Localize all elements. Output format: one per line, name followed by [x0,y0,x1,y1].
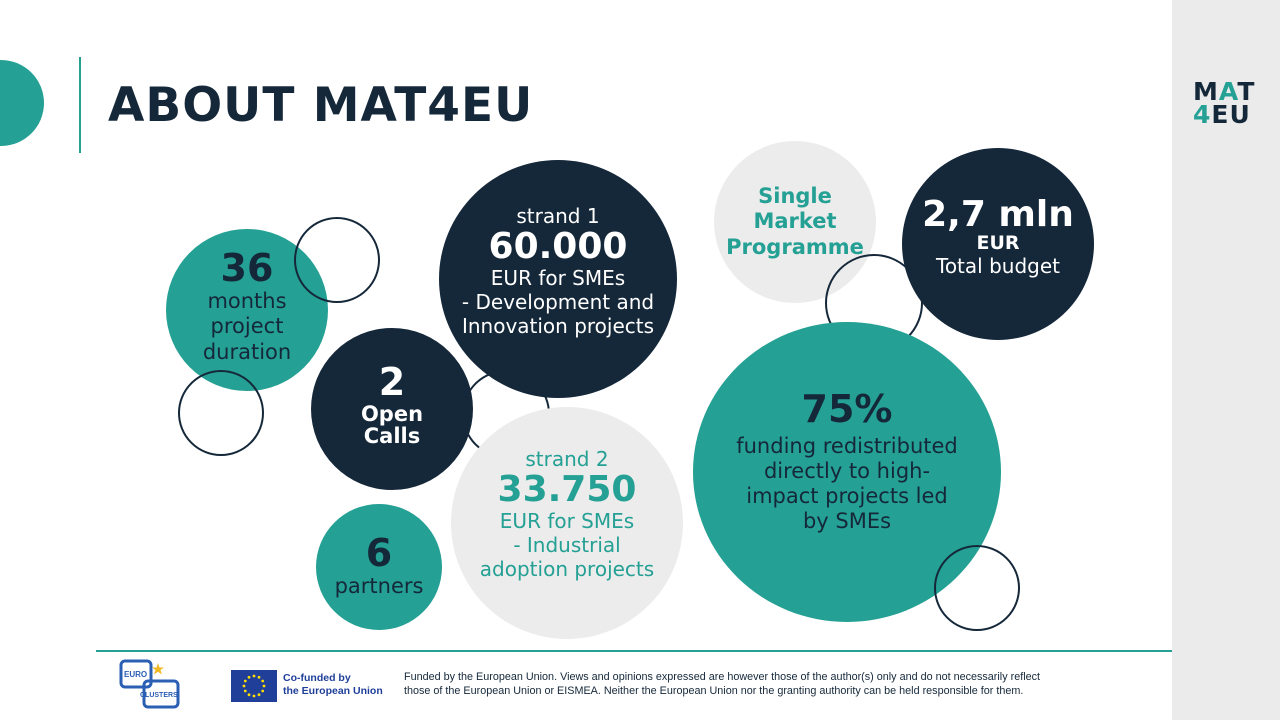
budget-label: Total budget [936,253,1060,278]
programme-line1: Single [758,184,832,209]
footer-divider [96,650,1172,652]
funding-line1: funding redistributed [736,433,958,458]
months-line2: project [210,314,284,339]
programme-line3: Programme [726,234,864,259]
decorative-ring [178,370,264,456]
open-calls-circle: 2 Open Calls [311,328,473,490]
budget-currency: EUR [976,231,1020,254]
months-line1: months [207,289,287,314]
euro-clusters-logo: EURO CLUSTERS [119,659,180,709]
partners-label: partners [334,574,424,599]
funding-line2: directly to high- [763,458,931,483]
strand2-amount: 33.750 [497,469,637,511]
strand1-line1: EUR for SMEs [490,265,626,290]
funding-percent: 75% [801,386,893,431]
open-calls-line1: Open [360,401,424,426]
strand1-circle: strand 1 60.000 EUR for SMEs - Developme… [439,160,677,398]
strand2-line1: EUR for SMEs [499,508,635,533]
euro-clusters-text2: CLUSTERS [140,692,178,699]
eu-flag-icon [231,670,277,702]
title-divider [79,57,81,153]
eu-disclaimer: Funded by the European Union. Views and … [404,670,1164,698]
disclaimer-line1: Funded by the European Union. Views and … [404,671,1041,683]
disclaimer-line2: those of the European Union or EISMEA. N… [404,685,1024,697]
strand2-label: strand 2 [525,447,609,472]
partners-circle: 6 partners [316,504,442,630]
programme-line2: Market [753,209,837,234]
months-number: 36 [220,246,274,291]
strand1-line2: - Development and [461,289,655,314]
programme-circle: Single Market Programme [714,141,876,303]
decorative-ring [934,545,1020,631]
budget-circle: 2,7 mln EUR Total budget [902,148,1094,340]
strand1-label: strand 1 [516,204,600,229]
cofunded-label: Co-funded by the European Union [283,672,383,698]
euro-clusters-text1: EURO [124,670,147,679]
strand2-line3: adoption projects [479,556,655,581]
partners-number: 6 [365,531,393,576]
funding-line3: impact projects led [746,483,948,508]
months-line3: duration [202,339,292,364]
cofunded-line2: the European Union [283,685,383,697]
strand1-amount: 60.000 [488,226,628,268]
funding-line4: by SMEs [802,509,892,534]
page-title: ABOUT MAT4EU [108,78,534,133]
open-calls-number: 2 [378,360,406,404]
cofunded-line1: Co-funded by [283,672,351,684]
decorative-half-circle [0,60,44,146]
open-calls-line2: Calls [363,423,421,448]
funding-circle: 75% funding redistributed directly to hi… [693,322,1001,622]
strand2-circle: strand 2 33.750 EUR for SMEs - Industria… [451,407,683,639]
strand1-line3: Innovation projects [461,313,655,338]
mat4eu-logo: MAT 4EU [1193,77,1256,129]
decorative-ring [294,217,380,303]
right-sidebar-strip [1172,0,1280,720]
budget-amount: 2,7 mln [922,194,1074,236]
strand2-line2: - Industrial [513,532,621,557]
